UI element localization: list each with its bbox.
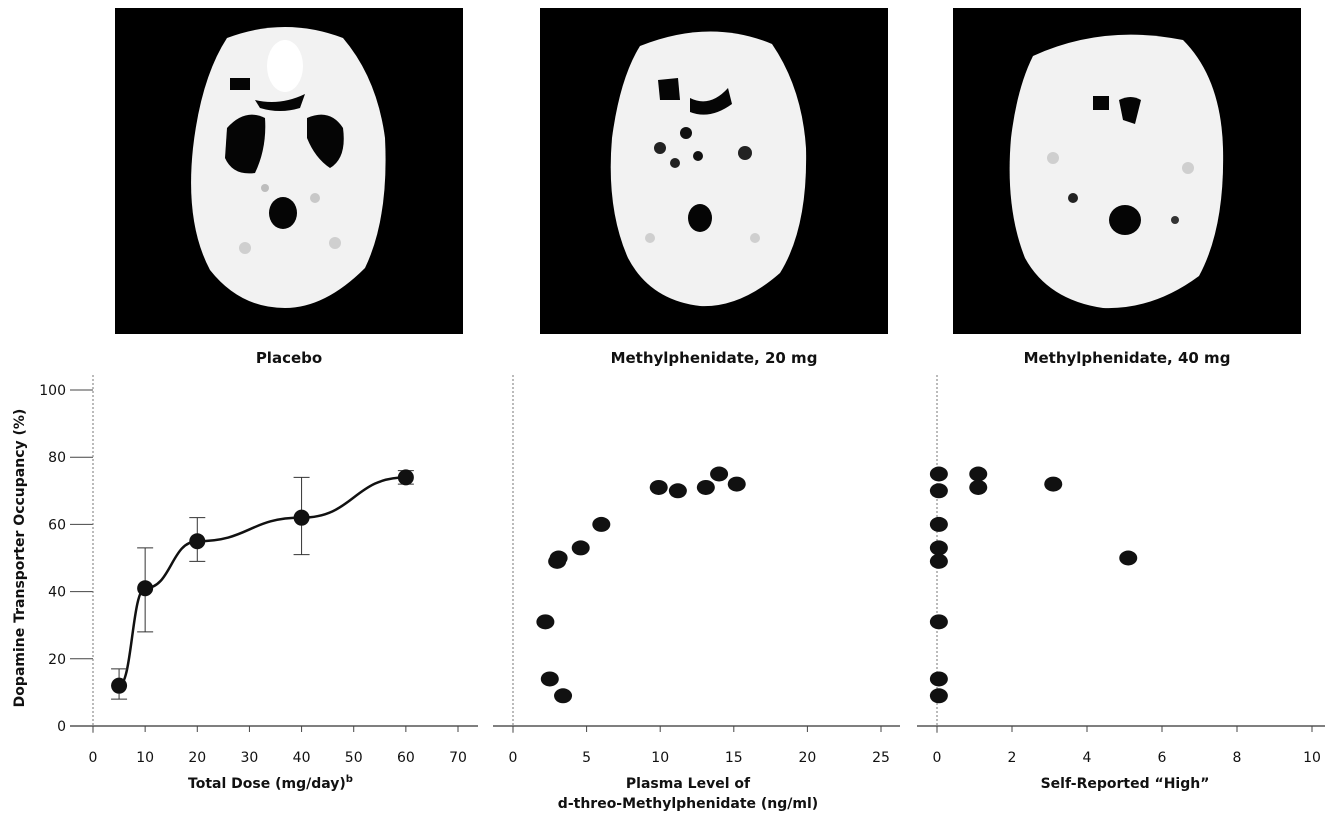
data-point [969,466,988,482]
y-tick-label: 60 [48,517,66,533]
y-axis-label: Dopamine Transporter Occupancy (%) [12,409,28,708]
data-point [929,516,948,532]
data-point [137,580,154,597]
data-point [536,614,555,630]
data-point [649,479,668,495]
x-tick-label: 20 [798,750,816,766]
data-point [540,671,559,687]
data-point [929,671,948,687]
x-tick-label: 0 [933,750,942,766]
x-axis-label-plasma-line2: d-threo-Methylphenidate (ng/ml) [558,796,818,812]
data-point [293,509,310,526]
data-point [592,516,611,532]
x-axis-label-high: Self-Reported “High” [1041,776,1210,792]
brain-scan-methylphenidate-20mg [540,8,888,334]
caption-methylphenidate-20mg: Methylphenidate, 20 mg [610,349,818,367]
x-tick-label: 0 [89,750,98,766]
x-tick-label: 30 [241,750,259,766]
x-tick-label: 20 [188,750,206,766]
data-point [929,483,948,499]
data-point [929,553,948,569]
data-point [397,469,414,486]
x-tick-label: 10 [1303,750,1321,766]
x-tick-label: 0 [509,750,518,766]
data-point [929,614,948,630]
y-tick-label: 40 [48,585,66,601]
x-tick-label: 10 [651,750,669,766]
data-point [554,688,573,704]
x-tick-label: 60 [397,750,415,766]
data-point [929,688,948,704]
data-point [969,479,988,495]
data-point [668,483,687,499]
y-tick-label: 80 [48,450,66,466]
data-point [549,550,568,566]
data-point [1044,476,1063,492]
x-tick-label: 5 [582,750,591,766]
x-tick-label: 6 [1158,750,1167,766]
data-point [929,466,948,482]
x-tick-label: 50 [345,750,363,766]
x-tick-label: 2 [1008,750,1017,766]
data-point [1119,550,1138,566]
data-point [727,476,746,492]
x-tick-label: 10 [136,750,154,766]
x-tick-label: 8 [1233,750,1242,766]
x-tick-label: 70 [449,750,467,766]
y-tick-label: 100 [39,383,66,399]
x-axis-label-dose: Total Dose (mg/day)b [188,774,353,792]
data-point [710,466,729,482]
data-point [571,540,590,556]
brain-scan-placebo [115,8,463,334]
x-axis-label-plasma-line1: Plasma Level of [626,776,751,792]
y-tick-label: 20 [48,652,66,668]
x-tick-label: 40 [293,750,311,766]
brain-scan-methylphenidate-40mg [953,8,1301,334]
data-point [111,677,128,694]
caption-placebo: Placebo [255,349,323,367]
caption-methylphenidate-40mg: Methylphenidate, 40 mg [1023,349,1231,367]
x-tick-label: 25 [872,750,890,766]
y-tick-label: 0 [57,719,66,735]
x-tick-label: 15 [725,750,743,766]
data-point [696,479,715,495]
data-point [929,540,948,556]
dose-occupancy-line [118,476,406,687]
x-tick-label: 4 [1083,750,1092,766]
data-point [189,533,206,550]
